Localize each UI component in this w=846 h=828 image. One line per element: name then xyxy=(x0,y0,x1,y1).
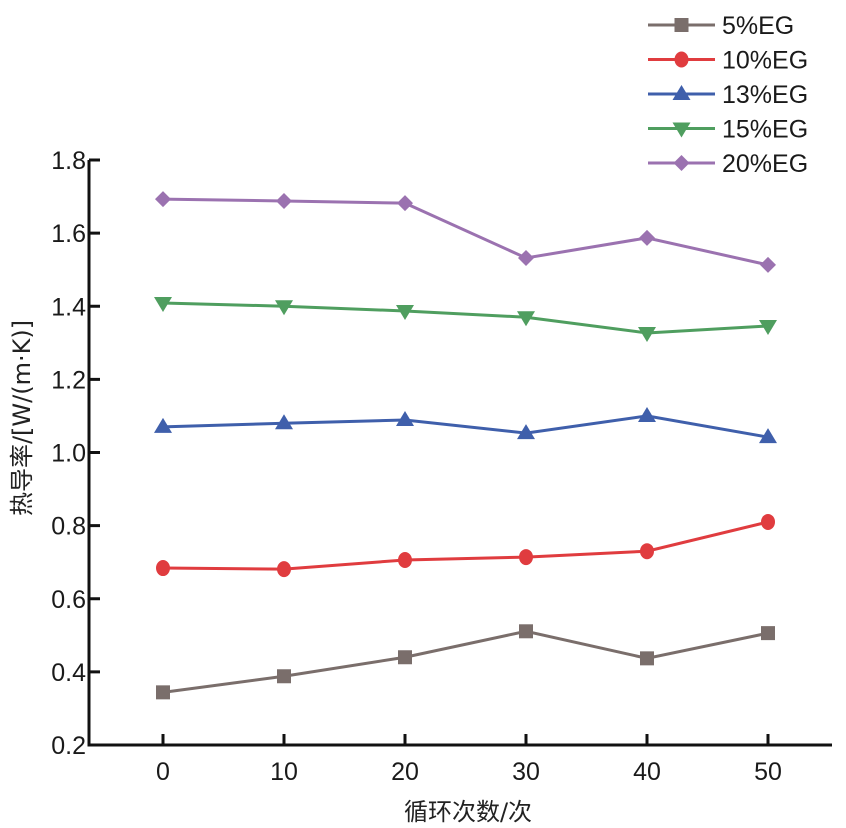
data-point-triangle-down xyxy=(396,305,414,321)
x-tick-label: 40 xyxy=(633,758,661,786)
legend-item: 5%EG xyxy=(648,12,794,40)
x-tick-label: 50 xyxy=(754,758,782,786)
legend-marker-square xyxy=(674,18,689,32)
data-point-triangle-up xyxy=(396,410,414,426)
data-point-diamond xyxy=(397,195,413,212)
legend-item: 13%EG xyxy=(648,81,808,109)
legend-marker-diamond xyxy=(673,155,690,171)
data-point-triangle-down xyxy=(154,296,172,312)
x-tick-label: 30 xyxy=(512,758,540,786)
data-point-triangle-up xyxy=(275,414,293,430)
legend-label: 10%EG xyxy=(722,47,808,75)
data-point-circle xyxy=(519,549,533,566)
data-point-square xyxy=(398,650,412,665)
data-point-triangle-down xyxy=(275,300,293,316)
y-tick-label: 1.0 xyxy=(51,440,86,468)
data-point-triangle-down xyxy=(638,326,656,342)
data-point-triangle-up xyxy=(759,428,777,444)
legend-marker-triangle-up xyxy=(672,85,691,100)
data-point-circle xyxy=(761,513,775,530)
data-point-circle xyxy=(398,551,412,568)
data-point-triangle-up xyxy=(638,406,656,422)
y-tick-label: 1.2 xyxy=(51,366,86,394)
y-tick-label: 0.4 xyxy=(51,659,86,687)
y-tick-label: 1.8 xyxy=(51,147,86,175)
series-line xyxy=(162,301,769,335)
data-point-triangle-down xyxy=(759,319,777,335)
legend-label: 5%EG xyxy=(722,12,794,40)
legend-marker-triangle-down xyxy=(672,122,691,138)
y-tick-label: 0.8 xyxy=(51,513,86,541)
y-axis-title: 热导率/[W/(m·K)] xyxy=(8,320,36,516)
y-tick-label: 1.4 xyxy=(51,293,86,321)
y-tick-label: 0.6 xyxy=(51,586,86,614)
series-layer xyxy=(154,191,777,700)
data-point-diamond xyxy=(639,229,655,246)
x-axis-title: 循环次数/次 xyxy=(404,798,532,826)
data-point-diamond xyxy=(518,249,534,266)
series-line xyxy=(162,629,769,694)
x-tick-label: 20 xyxy=(391,758,419,786)
series-20pct-eg xyxy=(155,191,776,273)
data-point-circle xyxy=(156,560,170,577)
series-line xyxy=(162,197,769,267)
series-line xyxy=(162,520,769,571)
series-5pct-eg xyxy=(156,624,775,700)
legend-item: 10%EG xyxy=(648,47,808,75)
x-tick-label: 0 xyxy=(156,758,170,786)
legend-label: 13%EG xyxy=(722,81,808,109)
data-point-diamond xyxy=(155,191,171,208)
data-point-triangle-down xyxy=(517,311,535,327)
y-tick-label: 0.2 xyxy=(51,732,86,760)
data-point-diamond xyxy=(276,192,292,209)
series-line xyxy=(162,414,769,439)
legend-marker-circle xyxy=(674,51,689,68)
data-point-square xyxy=(519,624,533,639)
legend-label: 15%EG xyxy=(722,116,808,144)
legend-item: 15%EG xyxy=(648,116,808,144)
data-point-circle xyxy=(277,561,291,578)
legend-label: 20%EG xyxy=(722,150,808,178)
legend-item: 20%EG xyxy=(648,150,808,178)
x-tick-label: 10 xyxy=(270,758,298,786)
data-point-square xyxy=(640,651,654,666)
data-point-triangle-up xyxy=(154,417,172,433)
data-point-circle xyxy=(640,543,654,560)
y-tick-label: 1.6 xyxy=(51,220,86,248)
data-point-triangle-up xyxy=(517,424,535,440)
data-point-square xyxy=(156,685,170,700)
data-point-diamond xyxy=(760,256,776,273)
series-13pct-eg xyxy=(154,406,777,444)
legend: 5%EG 10%EG 13%EG 15%EG 20%EG xyxy=(648,12,808,178)
series-10pct-eg xyxy=(156,513,775,578)
axes: 0.2 0.4 0.6 0.8 1.0 1.2 1.4 1.6 1.8 0 10 20 30 40 50 xyxy=(51,147,832,786)
data-point-square xyxy=(277,669,291,684)
data-point-square xyxy=(761,626,775,641)
series-15pct-eg xyxy=(154,296,777,342)
